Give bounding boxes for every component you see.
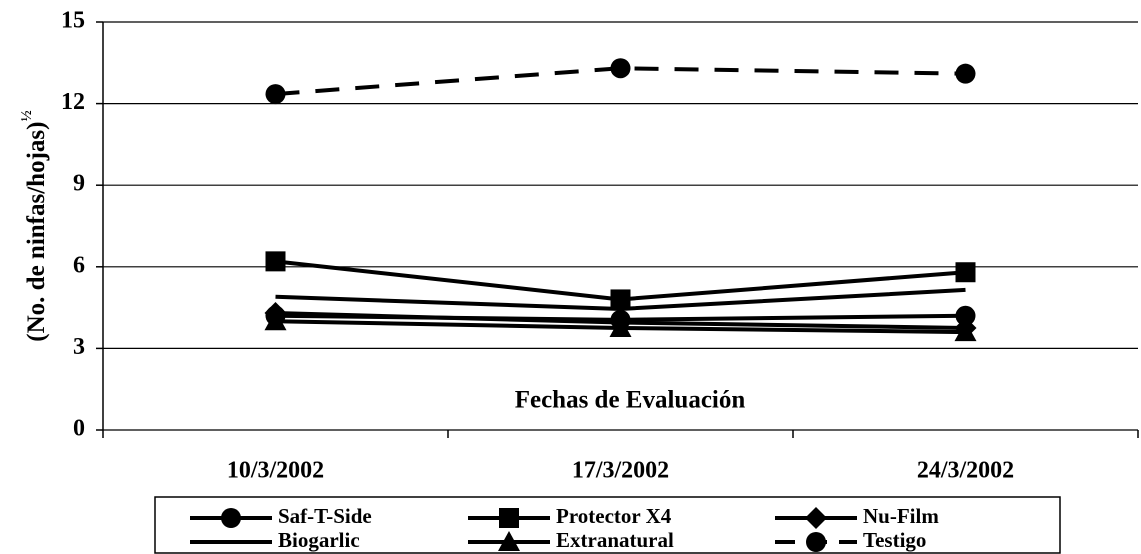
x-tick-label: 17/3/2002: [572, 458, 669, 484]
y-tick-label: 15: [61, 8, 85, 34]
legend-box: [154, 496, 1061, 554]
marker: [955, 305, 976, 326]
marker: [498, 531, 520, 551]
marker: [806, 532, 826, 552]
y-tick-label: 12: [61, 89, 85, 115]
y-tick-label: 0: [73, 416, 85, 442]
marker: [955, 262, 976, 283]
marker: [610, 58, 631, 79]
y-tick-label: 9: [73, 171, 85, 197]
marker: [609, 317, 632, 337]
marker: [265, 84, 286, 105]
marker: [265, 251, 286, 272]
legend-label: Biogarlic: [278, 528, 360, 552]
legend-label: Testigo: [863, 528, 926, 552]
marker: [954, 321, 977, 342]
legend-label: Extranatural: [556, 528, 674, 552]
series-line: [275, 66, 966, 97]
legend-label: Saf-T-Side: [278, 504, 372, 528]
marker: [499, 508, 519, 528]
marker: [264, 310, 287, 331]
legend-label: Nu-Film: [863, 504, 939, 528]
x-axis-title: Fechas de Evaluación: [515, 387, 746, 414]
y-axis-title: (No. de ninfas/hojas)½: [19, 110, 49, 341]
x-tick-label: 10/3/2002: [227, 458, 324, 484]
y-tick-label: 3: [73, 334, 85, 360]
y-tick-label: 6: [73, 252, 85, 278]
series-line: [275, 287, 966, 311]
marker: [610, 289, 631, 310]
legend-label: Protector X4: [556, 504, 672, 528]
x-tick-label: 24/3/2002: [917, 458, 1014, 484]
marker: [955, 63, 976, 84]
marker: [221, 508, 241, 528]
marker: [805, 507, 827, 529]
